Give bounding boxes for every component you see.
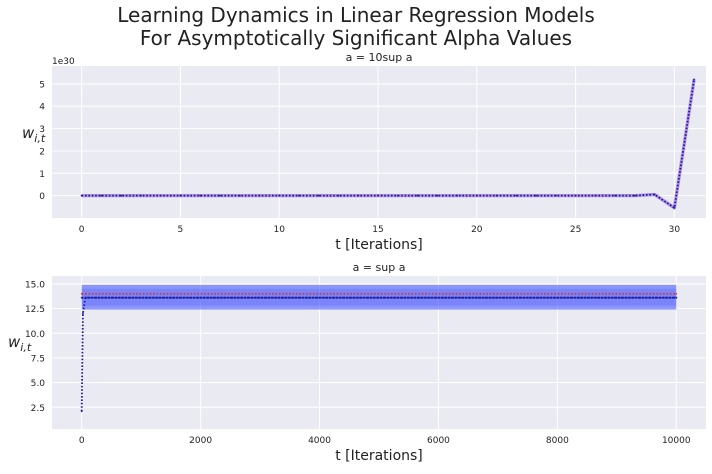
data-point (475, 194, 478, 197)
x-tick-label: 20 (471, 225, 483, 235)
top-plot-panel: 0 5 10 15 20 25 30 0 1 2 3 4 5 a = 10sup a t [Iteratio… (22, 51, 706, 253)
x-tick-label: 30 (669, 225, 681, 235)
data-point (278, 194, 281, 197)
data-point (614, 194, 616, 197)
x-tick-label: 8000 (546, 436, 569, 446)
data-point (535, 194, 537, 197)
data-point (675, 296, 678, 299)
x-tick-label: 5 (178, 225, 184, 235)
y-tick-label: 15.0 (25, 280, 45, 290)
data-point (80, 292, 83, 295)
x-tick-label: 6000 (427, 436, 450, 446)
data-point (693, 78, 695, 81)
data-point (159, 194, 162, 197)
y-tick-label: 4 (39, 103, 45, 113)
y-tick-label: 12.5 (25, 305, 45, 315)
data-point (515, 194, 518, 197)
panel-title: a = sup a (353, 261, 406, 274)
data-point (456, 194, 458, 197)
data-point (634, 194, 636, 197)
data-point (673, 207, 676, 209)
data-point (100, 194, 103, 197)
data-point (675, 292, 678, 295)
data-point (317, 194, 320, 197)
data-point (594, 194, 597, 197)
figure-title-line2: For Asymptotically Significant Alpha Val… (140, 26, 572, 50)
data-point (199, 194, 202, 197)
data-point (80, 194, 83, 197)
data-point (653, 193, 656, 196)
x-tick-label: 10 (273, 225, 285, 235)
x-tick-label: 25 (570, 225, 581, 235)
data-point (298, 194, 300, 197)
x-tick-label: 0 (79, 225, 85, 235)
data-point (554, 194, 557, 197)
series-line (81, 79, 695, 209)
data-point (416, 194, 419, 197)
x-axis-label: t [Iterations] (335, 237, 423, 253)
y-tick-label: 7.5 (31, 354, 45, 364)
data-point (84, 296, 87, 299)
series-line (80, 296, 677, 412)
y-tick-label: 5 (39, 80, 45, 90)
figure-title-line1: Learning Dynamics in Linear Regression M… (117, 3, 595, 27)
data-point (574, 194, 577, 197)
data-point (179, 194, 182, 197)
x-tick-label: 15 (372, 225, 383, 235)
bottom-plot-panel: 0 2000 4000 6000 8000 10000 2.5 5.0 7.5 10.0 12.5 1… (8, 261, 706, 464)
data-point (495, 194, 498, 197)
data-point (357, 194, 360, 197)
data-point (377, 194, 379, 197)
plot-area (52, 66, 706, 218)
data-point (80, 410, 83, 413)
x-tick-label: 4000 (308, 436, 331, 446)
y-tick-label: 3 (39, 125, 45, 135)
data-point (436, 194, 439, 197)
data-point (238, 194, 241, 197)
x-axis-label: t [Iterations] (335, 448, 423, 464)
y-tick-label: 2.5 (31, 404, 45, 414)
y-tick-label: 1 (39, 170, 45, 180)
data-point (80, 296, 83, 299)
y-tick-label: 10.0 (25, 330, 45, 340)
y-tick-label: 0 (39, 192, 45, 202)
y-tick-label: 5.0 (31, 379, 46, 389)
y-scale-note: 1e30 (52, 57, 75, 67)
data-point (140, 194, 142, 197)
x-tick-label: 0 (79, 436, 85, 446)
data-point (82, 312, 84, 315)
x-tick-label: 10000 (662, 436, 691, 446)
panel-title: a = 10sup a (346, 51, 413, 64)
data-point (337, 194, 340, 197)
data-point (258, 194, 261, 197)
data-point (396, 194, 399, 197)
data-point (120, 194, 123, 197)
data-point (219, 194, 221, 197)
x-tick-label: 2000 (189, 436, 212, 446)
y-tick-label: 2 (39, 147, 45, 157)
